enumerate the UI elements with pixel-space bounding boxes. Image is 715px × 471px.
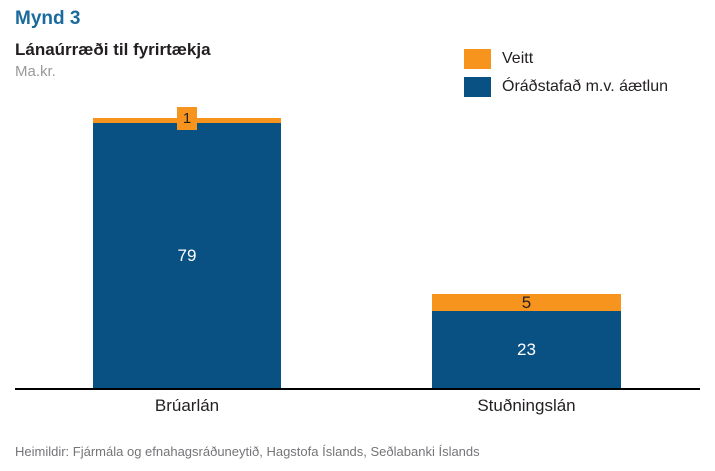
legend-swatch-blue [464, 77, 491, 97]
segment-blue-stu-ningsl-n: 23 [432, 310, 621, 388]
chart-plot-area: 79 1 23 5 [15, 107, 700, 390]
value-label-chip: 1 [177, 107, 197, 131]
legend-item: Óráðstafað m.v. áætlun [464, 77, 668, 97]
chart-title: Lánaúrræði til fyrirtækja [15, 39, 211, 59]
figure-number: Mynd 3 [15, 8, 81, 29]
x-axis-label: Stuðningslán [477, 396, 576, 415]
chart-header: Mynd 3 Lánaúrræði til fyrirtækja Ma.kr. [15, 8, 211, 81]
value-label: 23 [517, 339, 536, 359]
legend: Veitt Óráðstafað m.v. áætlun [464, 49, 668, 97]
legend-item: Veitt [464, 49, 668, 69]
x-axis-label: Brúarlán [154, 396, 220, 415]
chart-unit-label: Ma.kr. [15, 63, 56, 81]
legend-label: Veitt [502, 50, 534, 67]
segment-orange-stu-ningsl-n: 5 [432, 294, 621, 311]
legend-label: Óráðstafað m.v. áætlun [502, 78, 668, 95]
source-note: Heimildir: Fjármála og efnahagsráðuneyti… [15, 444, 480, 459]
bar-stu-ningsl-n: 23 5 [432, 294, 621, 388]
legend-swatch-orange [464, 49, 491, 69]
value-label: 79 [177, 246, 197, 266]
value-label: 5 [521, 293, 532, 313]
segment-blue-br-arl-n: 79 [93, 123, 281, 388]
bar-br-arl-n: 79 1 [93, 107, 281, 388]
